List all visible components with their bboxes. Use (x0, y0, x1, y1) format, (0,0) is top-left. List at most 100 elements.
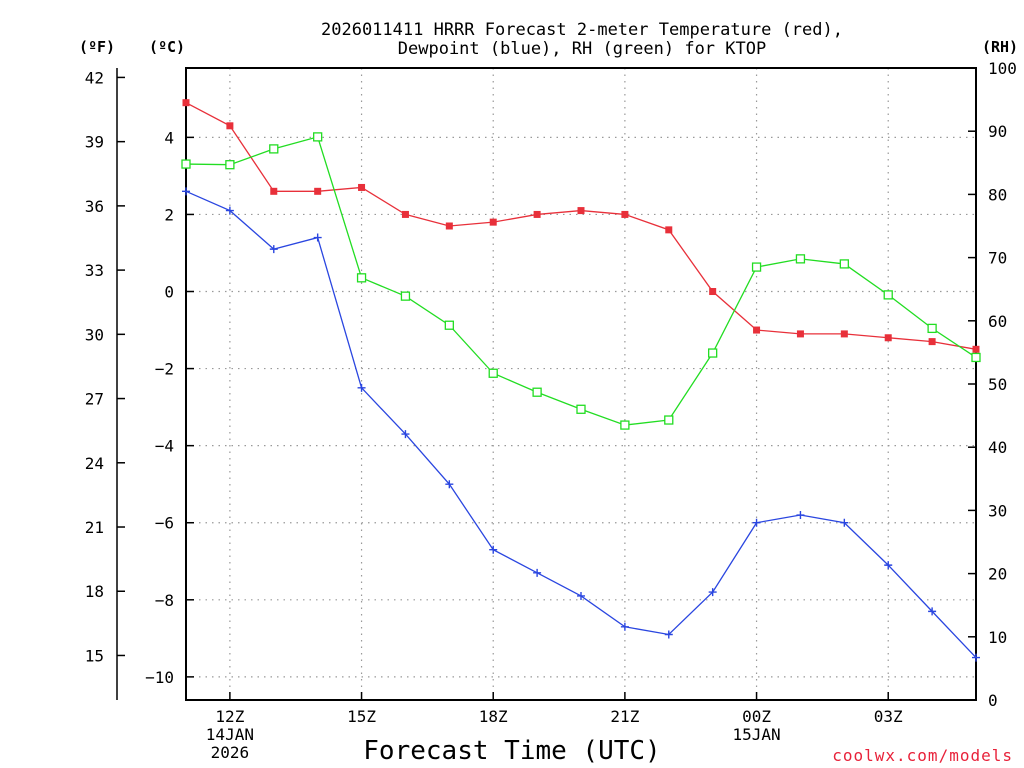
rh-tick-label: 50 (988, 375, 1007, 394)
x-tick-label: 18Z (479, 707, 508, 726)
x-tick-label: 12Z (215, 707, 244, 726)
rh-point (356, 273, 367, 283)
fahrenheit-tick-label: 30 (85, 325, 104, 344)
rh-tick-label: 40 (988, 438, 1007, 457)
axes (116, 67, 977, 701)
fahrenheit-tick-label: 15 (85, 646, 104, 665)
x-tick-label: 03Z (874, 707, 903, 726)
rh-point (181, 159, 191, 169)
celsius-tick-label: −8 (155, 591, 174, 610)
fahrenheit-tick-label: 39 (85, 133, 104, 152)
rh-point (532, 387, 542, 397)
rh-point (708, 348, 718, 358)
rh-point (444, 320, 454, 330)
fahrenheit-unit-label: (ºF) (79, 38, 115, 56)
rh-point (971, 352, 981, 363)
rh-point (620, 420, 630, 430)
grid-lines (186, 68, 976, 700)
temperature-point (226, 122, 234, 130)
rh-line (185, 136, 977, 426)
fahrenheit-tick-label: 42 (85, 68, 104, 87)
dewpoint-point (752, 518, 761, 527)
rh-point (576, 404, 586, 414)
x-tick-label: 14JAN (206, 725, 254, 744)
rh-point (269, 144, 279, 154)
temperature-point (621, 210, 629, 218)
temperature-point (401, 210, 409, 218)
dewpoint-point (313, 233, 322, 242)
credit-link[interactable]: coolwx.com/models (832, 746, 1013, 765)
rh-point (795, 254, 806, 264)
series-layer (181, 99, 981, 662)
rh-tick-label: 100 (988, 59, 1017, 78)
temperature-point (270, 187, 278, 195)
x-tick-label: 15Z (347, 707, 376, 726)
temperature-point (928, 338, 936, 346)
dewpoint-point (225, 206, 234, 215)
dewpoint-point (489, 545, 498, 554)
temperature-point (709, 288, 717, 296)
rh-unit-label: (RH) (982, 38, 1018, 56)
celsius-tick-label: −2 (155, 360, 174, 379)
temperature-point (182, 99, 190, 107)
rh-point (664, 415, 674, 425)
temperature-point (577, 207, 585, 215)
x-tick-label: 2026 (211, 743, 250, 762)
x-tick-label: 00Z (742, 707, 771, 726)
dewpoint-point (796, 511, 805, 520)
rh-tick-label: 60 (988, 312, 1007, 331)
rh-point (883, 290, 893, 300)
dewpoint-point (182, 187, 190, 196)
rh-point (927, 323, 937, 334)
temperature-point (489, 218, 497, 226)
rh-tick-label: 30 (988, 501, 1007, 520)
rh-tick-label: 80 (988, 185, 1007, 204)
chart-title-line-2: Dewpoint (blue), RH (green) for KTOP (398, 39, 766, 59)
x-tick-label: 21Z (610, 707, 639, 726)
dewpoint-point (357, 383, 366, 392)
fahrenheit-tick-label: 18 (85, 582, 104, 601)
temperature-point (533, 210, 541, 218)
rh-point (751, 262, 762, 272)
dewpoint-point (620, 622, 629, 631)
rh-tick-label: 10 (988, 628, 1007, 647)
rh-tick-label: 20 (988, 565, 1007, 584)
rh-tick-label: 0 (988, 691, 998, 710)
celsius-tick-label: 2 (164, 205, 174, 224)
temperature-line (185, 102, 977, 350)
dewpoint-point (708, 588, 717, 597)
temperature-point (972, 345, 980, 353)
temperature-point (796, 330, 804, 338)
dewpoint-point (533, 568, 542, 577)
temperature-point (314, 187, 322, 195)
plot-frame (185, 67, 977, 701)
celsius-tick-label: 0 (164, 283, 174, 302)
dewpoint-point (884, 561, 893, 570)
temperature-point (445, 222, 453, 230)
fahrenheit-tick-label: 36 (85, 197, 104, 216)
dewpoint-point (840, 518, 849, 527)
fahrenheit-tick-label: 33 (85, 261, 104, 280)
dewpoint-point (445, 480, 454, 489)
celsius-tick-label: −6 (155, 514, 174, 533)
celsius-tick-label: −10 (145, 668, 174, 687)
dewpoint-point (972, 653, 980, 662)
celsius-tick-label: 4 (164, 128, 174, 147)
dewpoint-point (577, 591, 585, 600)
rh-tick-label: 70 (988, 249, 1007, 268)
temperature-point (884, 334, 892, 342)
celsius-tick-label: −4 (155, 437, 174, 456)
temperature-point (358, 183, 366, 191)
rh-point (225, 160, 235, 170)
celsius-unit-label: (ºC) (149, 38, 185, 56)
fahrenheit-tick-label: 24 (85, 454, 104, 473)
dewpoint-point (269, 245, 278, 254)
rh-point (839, 259, 849, 269)
dewpoint-point (664, 630, 673, 639)
x-tick-label: 15JAN (732, 725, 780, 744)
dewpoint-point (928, 607, 937, 616)
dewpoint-line (185, 190, 977, 659)
chart-title-line-1: 2026011411 HRRR Forecast 2-meter Tempera… (321, 20, 843, 40)
